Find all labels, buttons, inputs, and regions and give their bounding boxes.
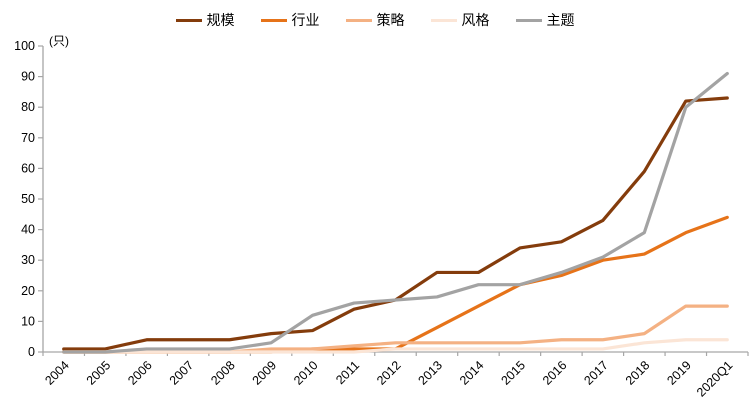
- x-tick-label: 2019: [664, 358, 694, 388]
- legend-label-strategy: 策略: [376, 12, 405, 28]
- legend-swatch-scale: [175, 18, 202, 22]
- legend-item-scale: 规模: [175, 10, 235, 30]
- x-tick-label: 2009: [250, 358, 280, 388]
- legend-item-industry: 行业: [260, 10, 320, 30]
- y-tick-label: 70: [21, 131, 35, 145]
- x-tick-label: 2013: [416, 358, 446, 388]
- y-tick-label: 50: [21, 192, 35, 206]
- legend-label-scale: 规模: [206, 12, 235, 28]
- x-tick-label: 2015: [498, 358, 528, 388]
- x-tick-label: 2008: [208, 358, 238, 388]
- y-tick-label: 60: [21, 161, 35, 175]
- y-axis-unit-label: (只): [49, 34, 69, 48]
- x-tick-label: 2018: [623, 358, 653, 388]
- series-line-scale: [62, 96, 729, 351]
- y-tick-label: 30: [21, 253, 35, 267]
- legend-swatch-style: [430, 18, 457, 22]
- legend-item-style: 风格: [430, 10, 490, 30]
- series-line-theme: [62, 71, 729, 354]
- y-tick-label: 20: [21, 284, 35, 298]
- legend-swatch-industry: [260, 18, 287, 22]
- x-tick-label: 2011: [333, 358, 362, 387]
- legend-item-strategy: 策略: [345, 10, 405, 30]
- x-tick-label: 2005: [84, 358, 114, 388]
- x-tick-label: 2006: [125, 358, 155, 388]
- y-tick-label: 80: [21, 100, 35, 114]
- x-tick-label: 2007: [167, 358, 197, 388]
- series-line-industry: [62, 215, 729, 354]
- y-tick-label: 100: [14, 39, 35, 53]
- y-tick-label: 10: [21, 314, 35, 328]
- y-tick-label: 40: [21, 223, 35, 237]
- x-tick-label: 2012: [374, 358, 404, 388]
- x-tick-label: 2020Q1: [694, 358, 735, 399]
- x-tick-label: 2014: [457, 358, 487, 388]
- x-tick-label: 2017: [581, 358, 611, 388]
- legend-swatch-theme: [515, 18, 542, 22]
- legend-label-theme: 主题: [546, 12, 575, 28]
- x-tick-label: 2004: [42, 358, 72, 388]
- y-tick-label: 90: [21, 70, 35, 84]
- x-tick-label: 2010: [291, 358, 321, 388]
- legend-item-theme: 主题: [515, 10, 575, 30]
- x-tick-label: 2016: [540, 358, 570, 388]
- chart-legend: 规模 行业 策略 风格 主题: [0, 10, 750, 30]
- legend-label-industry: 行业: [291, 12, 320, 28]
- y-tick-label: 0: [28, 345, 35, 359]
- series-line-style: [62, 338, 729, 354]
- legend-label-style: 风格: [461, 12, 490, 28]
- legend-swatch-strategy: [345, 18, 372, 22]
